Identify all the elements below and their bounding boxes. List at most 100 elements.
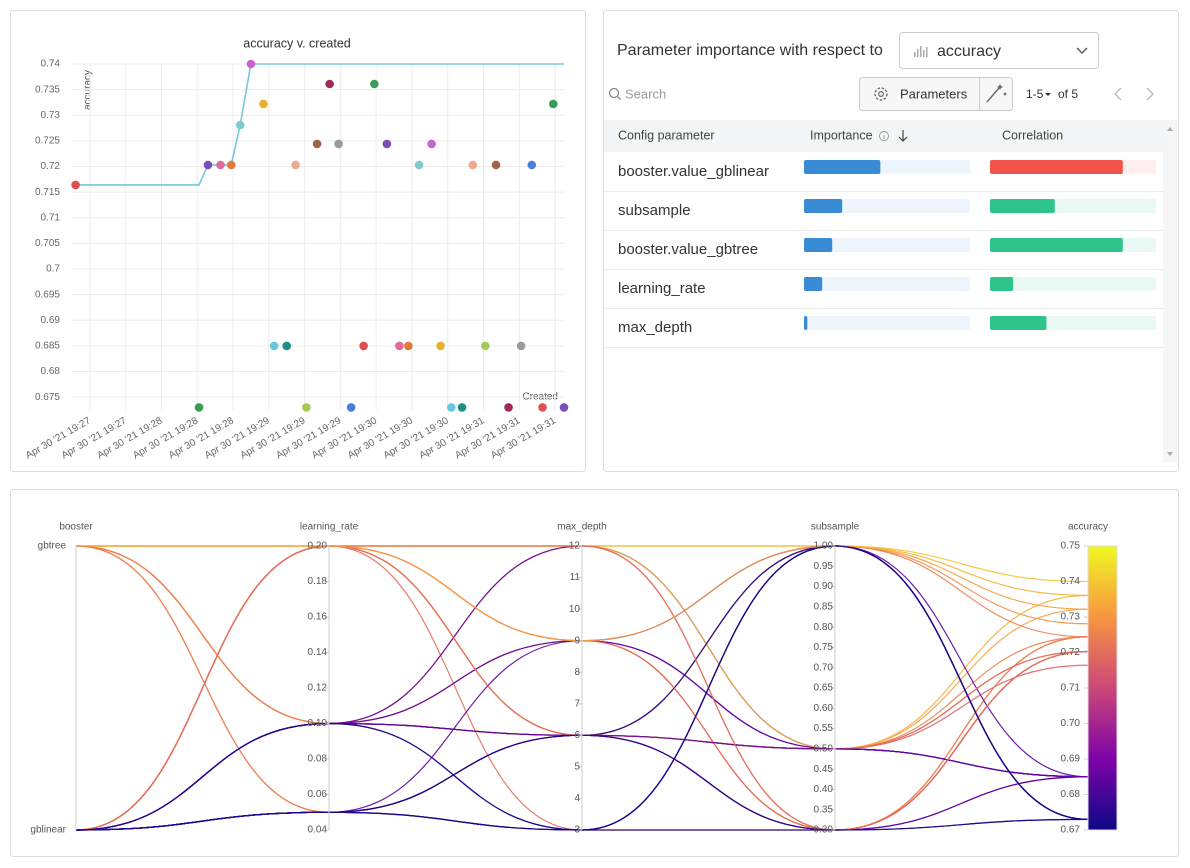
best-line	[75, 63, 564, 186]
point	[246, 59, 256, 69]
parameters-label[interactable]: Parameters	[900, 86, 968, 101]
tick-label: 10	[569, 604, 581, 615]
tick-label: 0.16	[308, 612, 328, 623]
sort-arrow[interactable]	[898, 130, 908, 142]
point	[491, 160, 501, 170]
wand-icon[interactable]	[986, 87, 1000, 103]
y-tick-label: 0.735	[35, 84, 60, 95]
tick-label: 11	[570, 572, 581, 583]
page-total: of 5	[1058, 87, 1078, 101]
point	[282, 341, 291, 351]
correlation-bar	[990, 277, 1014, 291]
colorbar	[1087, 545, 1118, 831]
tick-label: 0.50	[814, 743, 834, 754]
parameter-name: subsample	[618, 202, 691, 219]
point	[325, 79, 334, 89]
parallel-panel	[10, 489, 1179, 857]
parameters-button[interactable]	[859, 77, 1013, 111]
column-header: Config parameter	[618, 128, 715, 142]
point	[427, 139, 436, 149]
y-tick-label: 0.72	[41, 161, 61, 172]
point	[538, 403, 547, 412]
y-tick-label: 0.695	[35, 289, 60, 300]
y-tick-label: 0.675	[35, 392, 60, 403]
importance-bar	[804, 316, 808, 330]
y-tick-label: 0.71	[41, 212, 61, 223]
y-tick-label: 0.74	[41, 59, 61, 70]
point	[559, 403, 569, 412]
correlation-bar	[990, 316, 1047, 330]
tick-label: 0.75	[1061, 541, 1081, 552]
axis-name: subsample	[811, 522, 860, 533]
tick-label: 1.00	[814, 541, 834, 552]
column-header[interactable]: Importance	[810, 128, 873, 142]
tick-label: 0.08	[308, 754, 328, 765]
correlation-bar	[990, 160, 1123, 174]
point	[334, 139, 343, 149]
tick-label: 7	[574, 698, 580, 709]
correlation-bar	[990, 199, 1055, 213]
parameter-name: learning_rate	[618, 280, 706, 297]
tick-label: 0.95	[814, 561, 834, 572]
tick-label: 0.85	[814, 601, 834, 612]
metric-dropdown[interactable]	[899, 32, 1099, 69]
search-icon	[608, 87, 620, 99]
importance-track	[804, 238, 970, 252]
search-input[interactable]: Search	[625, 86, 666, 101]
wand-sparkle	[997, 84, 1007, 96]
y-tick-label: 0.7	[46, 264, 60, 275]
chart-title: accuracy v. created	[243, 36, 351, 50]
y-tick-label: 0.73	[41, 110, 61, 121]
parameter-name: max_depth	[618, 319, 692, 336]
tick-label: 0.69	[1061, 754, 1081, 765]
scatter-panel	[10, 10, 586, 472]
tick-label: 9	[574, 635, 580, 646]
point	[382, 139, 392, 149]
correlation-track	[990, 277, 1156, 291]
point	[527, 160, 537, 170]
gear-icon	[874, 87, 888, 101]
tick-label: 0.18	[308, 576, 328, 587]
tick-label: 0.14	[308, 647, 328, 658]
y-tick-label: 0.715	[35, 187, 60, 198]
info-icon[interactable]	[879, 131, 889, 141]
y-tick-label: 0.69	[41, 315, 61, 326]
importance-bar	[804, 238, 833, 252]
tick-label: 0.70	[1061, 718, 1081, 729]
point	[359, 341, 368, 351]
point	[302, 403, 311, 412]
tick-label: 0.06	[308, 789, 328, 800]
importance-bar	[804, 199, 843, 213]
page-range-caret	[1045, 93, 1051, 96]
tick-label: 3	[574, 825, 580, 836]
page-range[interactable]: 1-5	[1026, 87, 1044, 101]
tick-label: 6	[574, 730, 580, 741]
point	[71, 180, 80, 190]
tick-label: 4	[574, 793, 580, 804]
point	[194, 403, 204, 412]
point	[370, 79, 379, 89]
point	[446, 403, 456, 412]
axis-name: booster	[59, 522, 93, 533]
tick-label: 0.67	[1061, 825, 1081, 836]
point	[468, 160, 478, 170]
correlation-bar	[990, 238, 1123, 252]
tick-label: 0.74	[1061, 576, 1081, 587]
tick-label: 5	[574, 762, 580, 773]
next-page[interactable]	[1146, 87, 1154, 101]
metric-value[interactable]: accuracy	[937, 43, 1001, 60]
point	[395, 341, 404, 351]
category-label: gbtree	[38, 541, 67, 552]
column-header: Correlation	[1002, 128, 1063, 142]
run-line	[75, 545, 1089, 831]
tick-label: 0.73	[1061, 612, 1081, 623]
point	[504, 403, 513, 412]
point	[291, 160, 300, 170]
point	[414, 160, 424, 170]
importance-bar	[804, 160, 881, 174]
y-tick-label: 0.725	[35, 136, 60, 147]
tick-label: 0.20	[308, 541, 328, 552]
prev-page[interactable]	[1114, 87, 1122, 101]
point	[346, 403, 356, 412]
